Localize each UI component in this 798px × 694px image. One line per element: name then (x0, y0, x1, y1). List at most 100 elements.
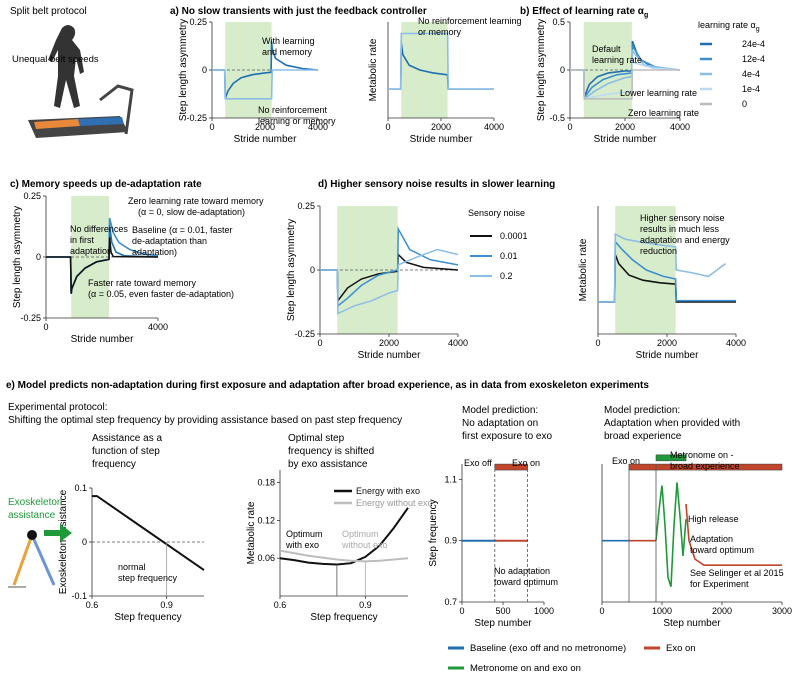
x-tick-label: 0 (567, 122, 572, 132)
annotation-text: toward optimum (494, 577, 558, 587)
x-axis-label: Step frequency (310, 612, 377, 623)
e-protocol-sub: Shifting the optimal step frequency by p… (8, 415, 402, 426)
chart-title: Adaptation when provided with (604, 418, 740, 429)
annotation-text: (α = 0, slow de-adaptation) (138, 207, 245, 217)
chart-title: by exo assistance (288, 459, 368, 470)
annotation-text: Lower learning rate (620, 88, 697, 98)
annotation-text: and memory (262, 47, 313, 57)
series-line-2 (212, 69, 318, 100)
x-tick-label: 0 (599, 606, 604, 616)
annotation-text: in first (70, 235, 95, 245)
y-tick-label: 0.25 (297, 201, 315, 211)
y-tick-label: 0 (36, 252, 41, 262)
y-tick-label: 0.1 (74, 483, 87, 493)
assist-arrow-icon (44, 524, 72, 542)
belt-left (34, 119, 80, 129)
x-tick-label: 0.9 (160, 600, 173, 610)
series-line-3 (655, 482, 687, 587)
annotation-text: normal (118, 562, 146, 572)
y-tick-label: -0.25 (20, 313, 41, 323)
annotation-text: With learning (262, 36, 315, 46)
y-axis-label: Step length asymmetry (536, 19, 547, 121)
chart-e2: 0.6 0.9 0.06 0.12 0.18 Step frequency Metaboli… (246, 433, 433, 623)
y-axis-label: Metabolic rate (246, 501, 257, 564)
x-axis-label: Stride number (594, 134, 657, 145)
annotation-text: Baseline (α = 0.01, faster (132, 225, 233, 235)
annotation-text: Default (592, 44, 621, 54)
chart-e1: 0.6 0.9 -0.1 0 0.1 Step frequency Exoskeleton … (58, 433, 205, 623)
y-tick-label: 0.9 (444, 536, 457, 546)
legend-label: Baseline (exo off and no metronome) (470, 643, 626, 654)
annotation-text: learning rate (592, 55, 642, 65)
annotation-text: de-adaptation than (132, 236, 207, 246)
x-tick-label: 2000 (379, 338, 399, 348)
x-tick-label: 4000 (726, 338, 746, 348)
joint-icon (27, 530, 37, 540)
chart-title: Optimal step (288, 433, 345, 444)
y-axis-label: Step frequency (428, 499, 439, 566)
legend-label: Exo on (666, 643, 696, 654)
x-tick-label: 3000 (772, 606, 792, 616)
chart-e4: 0 1000 2000 3000 Step number Model prediction… (599, 405, 792, 629)
series-line-0-2 (320, 248, 459, 315)
y-axis-label: Step length asymmetry (12, 206, 23, 308)
y-tick-label: -0.5 (549, 113, 565, 123)
annotation-text: No reinforcement (258, 105, 328, 115)
annotation-text: (α = 0.05, even faster de-adaptation) (88, 289, 234, 299)
y-tick-label: 0.12 (257, 515, 275, 525)
annotation-text: for Experiment (690, 579, 749, 589)
legend-label: Energy with exo (356, 486, 420, 496)
legend-label: 0.2 (500, 271, 513, 281)
exoskeleton-diagram: Exoskeleton assistance (8, 497, 72, 588)
annotation-text: Exo off (464, 458, 492, 468)
y-tick-label: -0.25 (186, 113, 207, 123)
y-tick-label: 0.7 (444, 597, 457, 607)
annotation-text: Exo on (512, 458, 540, 468)
legend-label: 4e-4 (742, 69, 760, 79)
legend-label: 1e-4 (742, 84, 760, 94)
legend-label: 24e-4 (742, 39, 765, 49)
legend-label: Energy without exo (356, 498, 433, 508)
annotation-text: reduction (640, 246, 677, 256)
legend-label: Metronome on and exo on (470, 663, 581, 674)
annotation-text: Faster rate toward memory (88, 278, 197, 288)
annotation-text: step frequency (118, 573, 178, 583)
y-axis-label: Metabolic rate (368, 38, 379, 101)
annotation-text: See Selinger et al 2015 (690, 568, 784, 578)
annotation-text: broad experience (670, 461, 740, 471)
chart-title: Model prediction: (604, 405, 680, 416)
x-tick-label: 4000 (148, 322, 168, 332)
section-a-title: a) No slow transients with just the feed… (170, 6, 427, 17)
chart-title: Model prediction: (462, 405, 538, 416)
chart-title: frequency is shifted (288, 446, 374, 457)
annotation-text: without exo (341, 540, 388, 550)
chart-title: No adaptation on (462, 418, 538, 429)
legend-label: 0 (742, 99, 747, 109)
y-tick-label: 0 (310, 265, 315, 275)
legend-title-sub: g (756, 26, 760, 33)
walker-silhouette (48, 25, 84, 108)
chart-d2: 0 2000 4000 Stride number Metabolic rate High… (578, 206, 746, 361)
section-c-title: c) Memory speeds up de-adaptation rate (10, 179, 202, 190)
x-tick-label: 2000 (615, 122, 635, 132)
x-axis-label: Stride number (410, 134, 473, 145)
chart-title: first exposure to exo (462, 431, 552, 442)
x-tick-label: 0.6 (274, 600, 287, 610)
metronome-bar (655, 454, 687, 462)
series-line-0 (570, 69, 680, 100)
exo-on-bar (494, 463, 528, 471)
exo-label-2: assistance (8, 510, 56, 521)
annotation-text: Adaptation (690, 534, 733, 544)
y-tick-label: 0.5 (552, 17, 565, 27)
series-line-2 (388, 32, 494, 90)
chart-a2: 0 2000 4000 Stride number Metabolic rate No r… (368, 16, 522, 145)
x-tick-label: 500 (495, 606, 510, 616)
y-axis-label: Step length asymmetry (178, 19, 189, 121)
x-tick-label: 2000 (712, 606, 732, 616)
belt-right (78, 117, 124, 126)
annotation-text: Metronome on - (670, 450, 734, 460)
annotation-text: No reinforcement learning (418, 16, 522, 26)
chart-e3: 0 500 1000 0.7 0.9 1.1 Step number Step frequen… (428, 405, 558, 629)
